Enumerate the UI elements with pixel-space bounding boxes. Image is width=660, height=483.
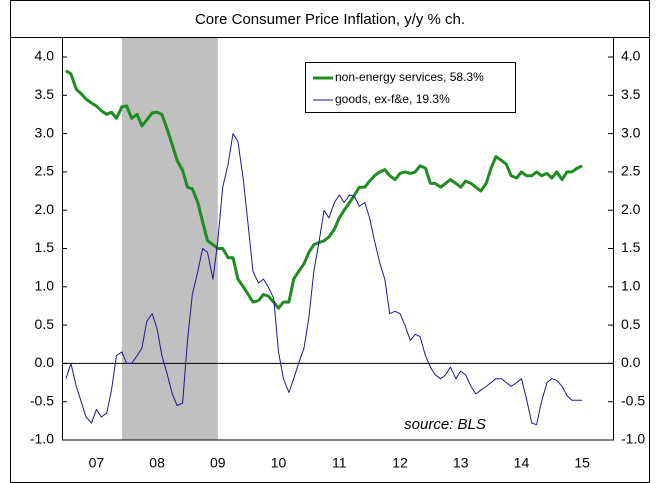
y-tick-label: 2.5 bbox=[35, 163, 55, 179]
y-tick-label: 1.5 bbox=[35, 239, 55, 255]
annotation: source: BLS bbox=[404, 416, 486, 433]
y2-tick-label: 2.0 bbox=[621, 201, 641, 217]
y-tick-label: 0.0 bbox=[35, 354, 55, 370]
series-line bbox=[65, 133, 583, 426]
y-tick-label: 0.5 bbox=[35, 316, 55, 332]
legend-label: goods, ex-f&e, 19.3% bbox=[335, 92, 450, 106]
y-tick-label: 2.0 bbox=[35, 201, 55, 217]
chart-title: Core Consumer Price Inflation, y/y % ch. bbox=[195, 11, 465, 28]
y2-tick-label: 2.5 bbox=[621, 163, 641, 179]
y2-tick-label: -0.5 bbox=[621, 392, 645, 408]
y2-tick-label: 1.5 bbox=[621, 239, 641, 255]
y2-tick-label: 0.5 bbox=[621, 316, 641, 332]
x-tick-label: 13 bbox=[453, 455, 469, 471]
legend-box bbox=[305, 62, 516, 113]
x-tick-label: 14 bbox=[514, 455, 530, 471]
y-tick-label: -0.5 bbox=[30, 392, 54, 408]
plot-area bbox=[62, 37, 614, 441]
y2-tick-label: 0.0 bbox=[621, 354, 641, 370]
y2-tick-label: 1.0 bbox=[621, 278, 641, 294]
y-tick-label: -1.0 bbox=[30, 431, 54, 447]
y2-tick-label: -1.0 bbox=[621, 431, 645, 447]
y2-tick-label: 3.5 bbox=[621, 86, 641, 102]
y2-tick-label: 3.0 bbox=[621, 124, 641, 140]
legend-label: non-energy services, 58.3% bbox=[335, 70, 484, 84]
y-tick-label: 1.0 bbox=[35, 278, 55, 294]
y-tick-label: 4.0 bbox=[35, 48, 55, 64]
x-tick-label: 11 bbox=[332, 455, 347, 471]
x-tick-label: 09 bbox=[210, 455, 226, 471]
y-tick-label: 3.5 bbox=[35, 86, 55, 102]
series-line bbox=[65, 69, 583, 310]
x-tick-label: 15 bbox=[574, 455, 590, 471]
y2-tick-label: 4.0 bbox=[621, 48, 641, 64]
recession-shade bbox=[121, 38, 218, 440]
y-tick-label: 3.0 bbox=[35, 124, 55, 140]
x-tick-label: 08 bbox=[149, 455, 165, 471]
x-tick-label: 07 bbox=[89, 455, 105, 471]
x-tick-label: 10 bbox=[271, 455, 287, 471]
x-tick-label: 12 bbox=[392, 455, 408, 471]
